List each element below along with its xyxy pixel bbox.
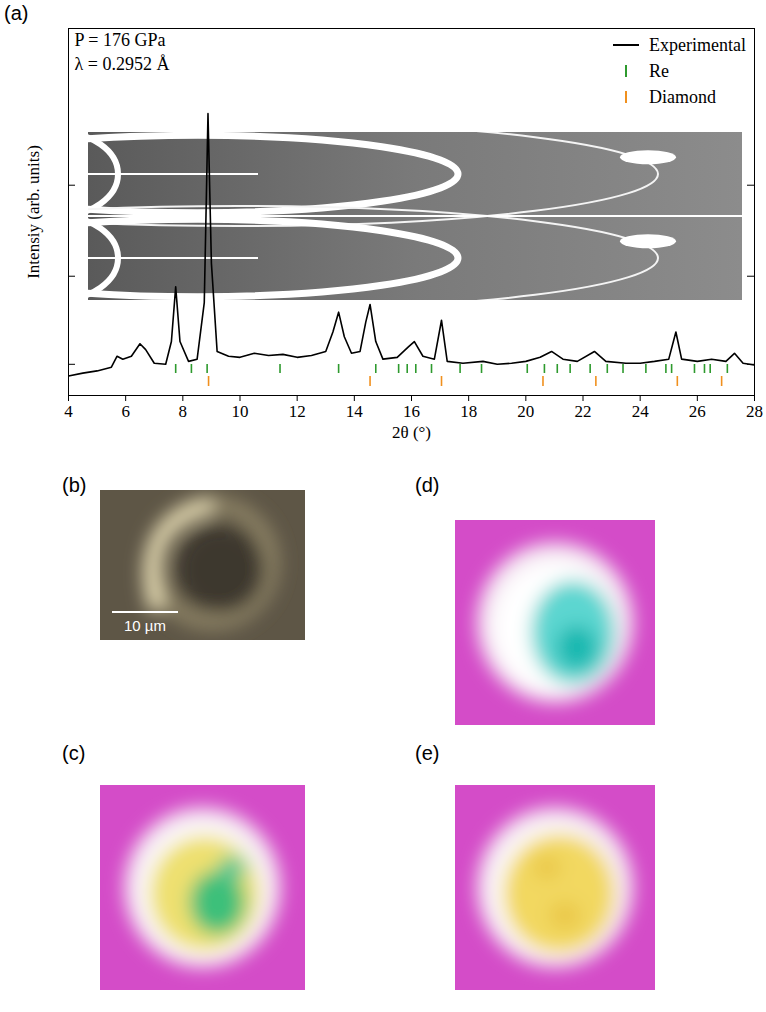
svg-text:4: 4 <box>64 402 73 421</box>
html-text:Diamond: Diamond <box>649 86 716 107</box>
svg-text:10: 10 <box>232 402 249 421</box>
svg-text:14: 14 <box>346 402 364 421</box>
html-text:Re: Re <box>649 60 669 81</box>
svg-text:24: 24 <box>632 402 650 421</box>
html-text:(a): (a) <box>4 2 29 24</box>
svg-text:Intensiy (arb. units): Intensiy (arb. units) <box>24 145 43 279</box>
svg-text:26: 26 <box>689 402 706 421</box>
svg-text:22: 22 <box>575 402 592 421</box>
svg-text:28: 28 <box>746 402 763 421</box>
html-text:(e): (e) <box>415 742 440 764</box>
svg-text:λ = 0.2952 Å: λ = 0.2952 Å <box>75 54 170 74</box>
svg-text:2θ (°): 2θ (°) <box>392 423 431 442</box>
svg-text:6: 6 <box>121 402 129 421</box>
svg-text:20: 20 <box>517 402 534 421</box>
svg-text:P = 176 GPa: P = 176 GPa <box>75 30 166 50</box>
html-text:(d): (d) <box>415 474 440 496</box>
html-text:(b): (b) <box>62 474 87 496</box>
svg-text:10 µm: 10 µm <box>124 617 166 634</box>
svg-text:18: 18 <box>460 402 477 421</box>
svg-text:16: 16 <box>403 402 420 421</box>
svg-text:12: 12 <box>289 402 306 421</box>
svg-text:8: 8 <box>179 402 188 421</box>
html-text:(c): (c) <box>62 742 86 764</box>
html-text:Experimental: Experimental <box>649 34 746 55</box>
